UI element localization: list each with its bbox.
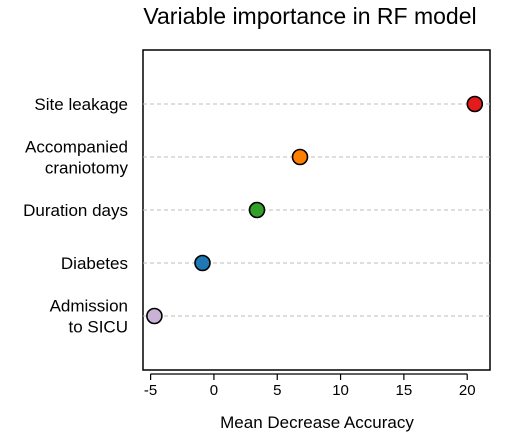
x-axis-title: Mean Decrease Accuracy [220,413,414,432]
x-tick-label: 0 [210,382,218,399]
category-label: Diabetes [61,254,128,273]
category-label-line: Site leakage [34,95,128,114]
gridlines [143,103,490,317]
data-point [194,254,211,272]
category-label-line: Diabetes [61,254,128,273]
chart-title: Variable importance in RF model [143,3,476,29]
category-label-line: Duration days [23,201,128,220]
data-points [146,95,484,325]
category-label-line: Accompanied [25,138,128,157]
x-tick-label: -5 [144,382,157,399]
category-label: Site leakage [34,95,128,114]
category-label-line: to SICU [68,318,128,337]
category-label-line: craniotomy [45,159,129,178]
data-point [248,201,266,219]
x-tick-label: 5 [273,382,281,399]
data-point [466,95,484,113]
x-tick-label: 15 [396,382,413,399]
data-point [146,307,163,325]
category-label: Accompanied craniotomy [25,138,129,178]
data-point [291,148,309,166]
category-label: Admission to SICU [50,297,128,337]
x-tick-label: 10 [332,382,349,399]
category-labels: Site leakage Accompanied craniotomy Duratio… [23,95,128,337]
category-label-line: Admission [50,297,128,316]
category-label: Duration days [23,201,128,220]
x-axis: -5 0 5 10 15 20 [144,373,476,399]
x-tick-label: 20 [459,382,476,399]
